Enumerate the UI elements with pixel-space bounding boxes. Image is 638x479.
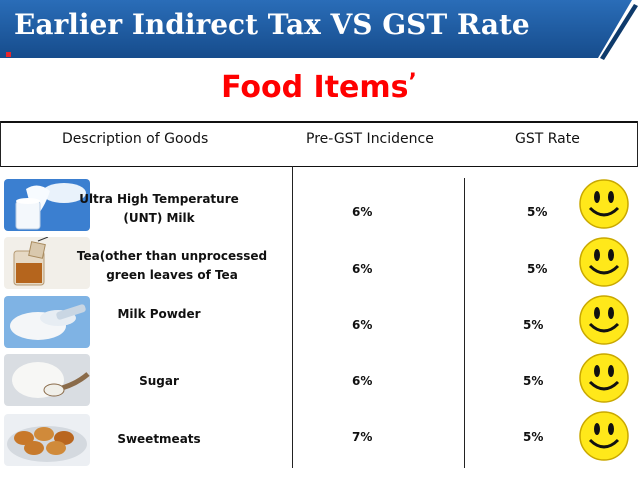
column-divider-left: [0, 121, 1, 167]
row-3-description: Milk Powder: [74, 305, 244, 324]
title-banner: [0, 0, 638, 60]
table-top-rule: [0, 121, 638, 123]
row-2-pre-gst: 6%: [352, 262, 373, 276]
row-4-pre-gst: 6%: [352, 374, 373, 388]
row-1-description: Ultra High Temperature (UNT) Milk: [74, 190, 244, 228]
row-5-description: Sweetmeats: [74, 430, 244, 449]
row-1-gst-rate: 5%: [527, 205, 548, 219]
row-1-line-1: Ultra High Temperature: [79, 192, 239, 206]
row-5-gst-rate: 5%: [523, 430, 544, 444]
row-2-line-1: Tea(other than unprocessed: [76, 249, 268, 263]
smiley-face-icon: [578, 352, 630, 404]
column-divider-1: [292, 166, 293, 468]
sweetmeats-icon: [4, 414, 90, 466]
banner-shape: [0, 0, 638, 60]
column-header-description: Description of Goods: [62, 131, 209, 147]
row-4-line-1: Sugar: [139, 374, 179, 388]
row-5-line-1: Sweetmeats: [117, 432, 201, 446]
page-title: Earlier Indirect Tax VS GST Rate: [14, 8, 530, 41]
row-1-pre-gst: 6%: [352, 205, 373, 219]
smiley-face-icon: [578, 236, 630, 288]
milk-glass-icon: [4, 179, 90, 231]
tea-cup-icon: [4, 237, 90, 289]
red-marker: [6, 52, 11, 57]
smiley-face-icon: [578, 178, 630, 230]
column-header-gst-rate: GST Rate: [515, 131, 580, 147]
row-3-line-1: Milk Powder: [117, 307, 201, 321]
row-3-gst-rate: 5%: [523, 318, 544, 332]
row-3-pre-gst: 6%: [352, 318, 373, 332]
row-2-gst-rate: 5%: [527, 262, 548, 276]
row-2-description: Tea(other than unprocessed green leaves …: [74, 247, 270, 285]
smiley-face-icon: [578, 410, 630, 462]
sugar-spoon-icon: [4, 354, 90, 406]
row-2-line-2: green leaves of Tea: [106, 268, 238, 282]
column-header-pre-gst: Pre-GST Incidence: [306, 131, 434, 147]
section-subtitle: Food Items’: [0, 70, 638, 105]
row-4-gst-rate: 5%: [523, 374, 544, 388]
subtitle-mark: ’: [408, 70, 417, 95]
column-divider-2: [464, 178, 465, 468]
milk-powder-icon: [4, 296, 90, 348]
subtitle-text: Food Items: [221, 70, 409, 105]
smiley-face-icon: [578, 294, 630, 346]
row-5-pre-gst: 7%: [352, 430, 373, 444]
table-header-rule: [0, 166, 638, 167]
row-4-description: Sugar: [74, 372, 244, 391]
row-1-line-2: (UNT) Milk: [123, 211, 195, 225]
